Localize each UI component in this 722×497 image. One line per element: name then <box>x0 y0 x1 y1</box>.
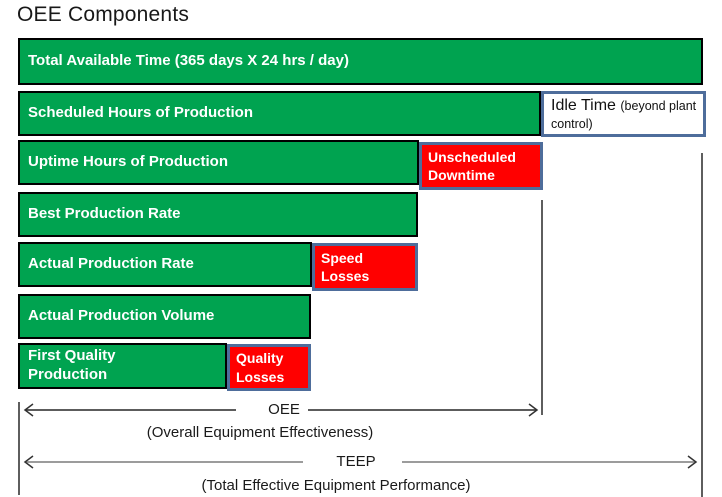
bar-label: Total Available Time (365 days X 24 hrs … <box>28 52 349 70</box>
teep-label: TEEP <box>336 453 376 470</box>
bar-actual-production-rate: Actual Production Rate <box>18 242 312 287</box>
oee-label: OEE <box>268 401 300 418</box>
bar-scheduled-hours: Scheduled Hours of Production <box>18 91 541 136</box>
teep-right-arrowhead-icon <box>687 455 698 469</box>
teep-sublabel: (Total Effective Equipment Performance) <box>201 477 471 494</box>
loss-label: Quality Losses <box>236 350 285 385</box>
bar-label: First Quality Production <box>28 347 116 383</box>
bar-first-quality-production: First Quality Production <box>18 343 227 389</box>
bar-best-production-rate: Best Production Rate <box>18 192 418 237</box>
oee-sublabel: (Overall Equipment Effectiveness) <box>146 424 374 441</box>
oee-left-arrowhead-icon <box>23 403 34 417</box>
oee-right-arrowhead-icon <box>528 403 539 417</box>
teep-left-arrowhead-icon <box>23 455 34 469</box>
quality-losses-box: Quality Losses <box>227 344 311 391</box>
idle-time-label: Idle Time <box>551 97 616 114</box>
bar-label: Scheduled Hours of Production <box>28 104 254 122</box>
bar-actual-production-volume: Actual Production Volume <box>18 294 311 339</box>
bar-label: Actual Production Rate <box>28 255 194 273</box>
bar-total-available-time: Total Available Time (365 days X 24 hrs … <box>18 38 703 85</box>
bar-label: Best Production Rate <box>28 205 181 223</box>
bar-label: Actual Production Volume <box>28 307 215 325</box>
loss-label: Speed Losses <box>321 249 370 284</box>
page-title: OEE Components <box>17 3 190 26</box>
unscheduled-downtime-box: Unscheduled Downtime <box>419 142 543 190</box>
idle-time-box: Idle Time (beyond plant control) <box>541 91 706 137</box>
bar-uptime-hours: Uptime Hours of Production <box>18 140 419 185</box>
idle-time-sublabel: (beyond plant control) <box>551 99 697 131</box>
bar-label: Uptime Hours of Production <box>28 153 228 171</box>
loss-label: Unscheduled Downtime <box>428 148 516 183</box>
speed-losses-box: Speed Losses <box>312 243 418 291</box>
